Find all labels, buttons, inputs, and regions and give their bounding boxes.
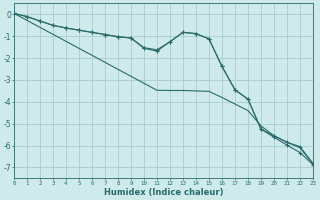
X-axis label: Humidex (Indice chaleur): Humidex (Indice chaleur) (104, 188, 223, 197)
